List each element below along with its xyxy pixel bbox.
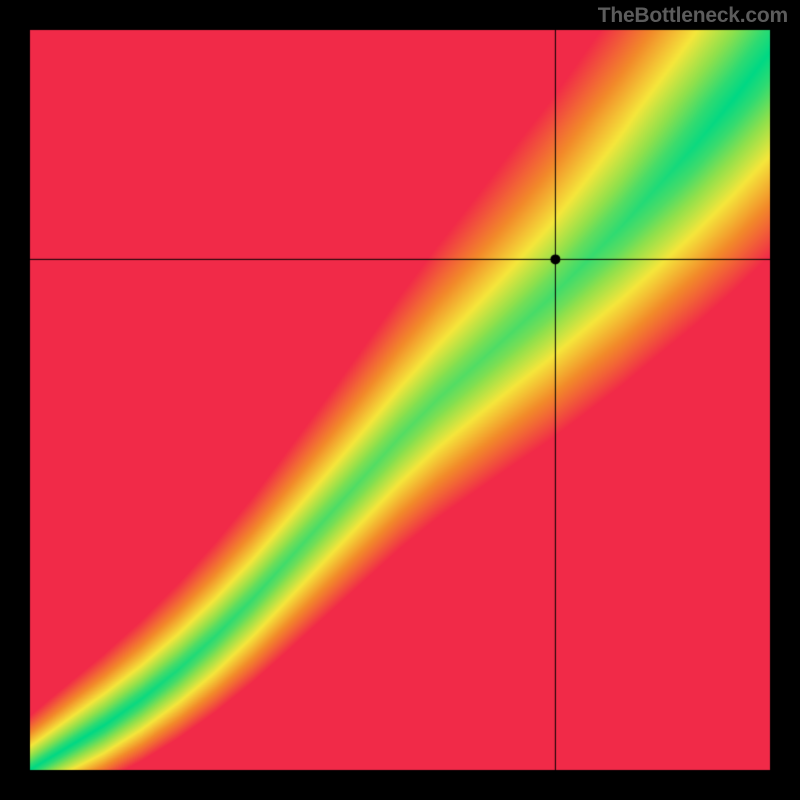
- attribution-label: TheBottleneck.com: [598, 4, 788, 28]
- chart-container: TheBottleneck.com: [0, 0, 800, 800]
- gradient-heatmap-canvas: [0, 0, 800, 800]
